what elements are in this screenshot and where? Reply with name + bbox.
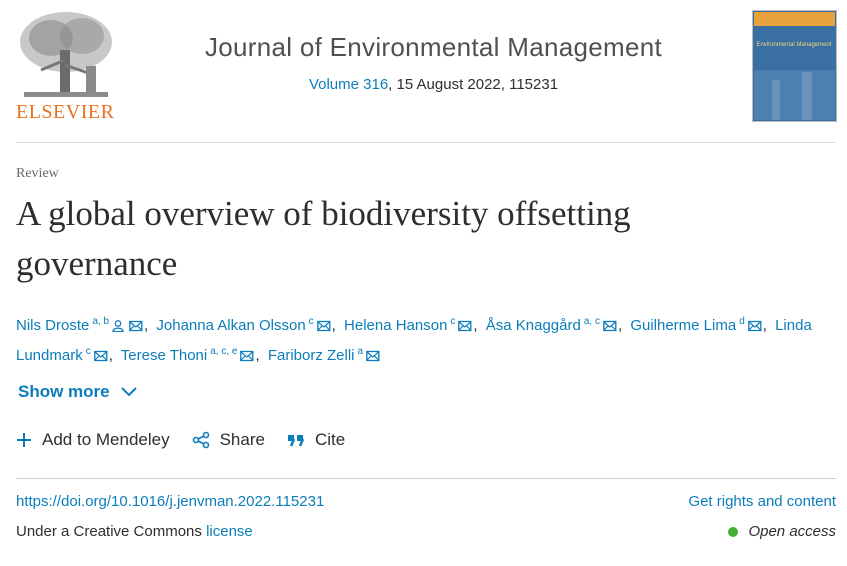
author-name: Åsa Knaggård [485,317,581,334]
share-button[interactable]: Share [192,430,265,450]
license-link[interactable]: license [206,523,253,540]
author-name: Nils Droste [16,317,90,334]
volume-link[interactable]: Volume 316 [308,76,389,93]
cite-button[interactable]: Cite [287,430,345,450]
journal-title[interactable]: Journal of Environmental Management [204,32,663,62]
share-icon [192,431,209,449]
author[interactable]: Guilherme Lima d [630,316,771,334]
author-affiliations: a, c, e [210,346,238,357]
divider [16,478,836,479]
doi-link[interactable]: https://doi.org/10.1016/j.jenvman.2022.1… [16,493,325,510]
issue-info: , 15 August 2022, 115231 [388,76,559,93]
license-prefix: Under a Creative Commons [16,523,202,540]
plus-icon [17,433,31,447]
email-icon [129,320,143,332]
article-type: Review [16,166,59,181]
author-name: Johanna Alkan Olsson [156,317,306,334]
show-more-label: Show more [18,382,110,401]
action-bar: Add to Mendeley Share Cite [16,430,345,450]
email-icon [458,320,472,332]
cite-icon [287,435,305,447]
action-label: Cite [314,430,346,449]
email-icon [366,350,380,362]
issue-line: Volume 316, 15 August 2022, 115231 [0,76,847,93]
author-name: Terese Thoni [120,347,208,364]
author-name: Helena Hanson [344,317,448,334]
email-icon [603,320,617,332]
author-name: Linda Lundmark [16,317,812,364]
author-affiliations: a, b [92,316,110,327]
author-affiliations: c [450,316,456,327]
author-affiliations: a [357,346,364,357]
access-label: Open access [748,523,836,540]
person-icon [112,320,124,332]
author[interactable]: Terese Thoni a, c, e [120,346,264,364]
author[interactable]: Helena Hanson c [344,316,482,334]
journal-cover[interactable]: Environmental Management [752,10,837,122]
access-dot [728,526,739,537]
mendeley-button[interactable]: Add to Mendeley [16,430,170,450]
action-label: Add to Mendeley [42,430,170,449]
action-label: Share [219,430,265,449]
author[interactable]: Johanna Alkan Olsson c [156,316,339,334]
rights-link[interactable]: Get rights and content [688,493,836,510]
publisher-logo [20,12,112,97]
license-line: Under a Creative Commons license [16,523,253,540]
author-affiliations: a, c [583,316,600,327]
email-icon [240,350,254,362]
email-icon [747,320,762,332]
author-name: Fariborz Zelli [267,347,355,364]
open-access: Open access [728,523,836,540]
chevron-icon [120,387,137,397]
publisher-name: ELSEVIER [16,101,115,123]
article-title: A global overview of biodiversity offset… [16,194,631,283]
author-affiliations: c [308,316,314,327]
email-icon [93,350,108,362]
author[interactable]: Nils Droste a, b [16,316,152,334]
divider [16,142,836,143]
show-more[interactable]: Show more [18,382,138,402]
author-name: Guilherme Lima [630,317,737,334]
author[interactable]: Fariborz Zelli a [267,346,381,364]
email-icon [316,320,331,332]
author-affiliations: c [85,346,91,357]
author[interactable]: Åsa Knaggård a, c [485,316,626,334]
author-affiliations: d [739,316,745,327]
cover-title: Environmental Management [756,42,831,48]
